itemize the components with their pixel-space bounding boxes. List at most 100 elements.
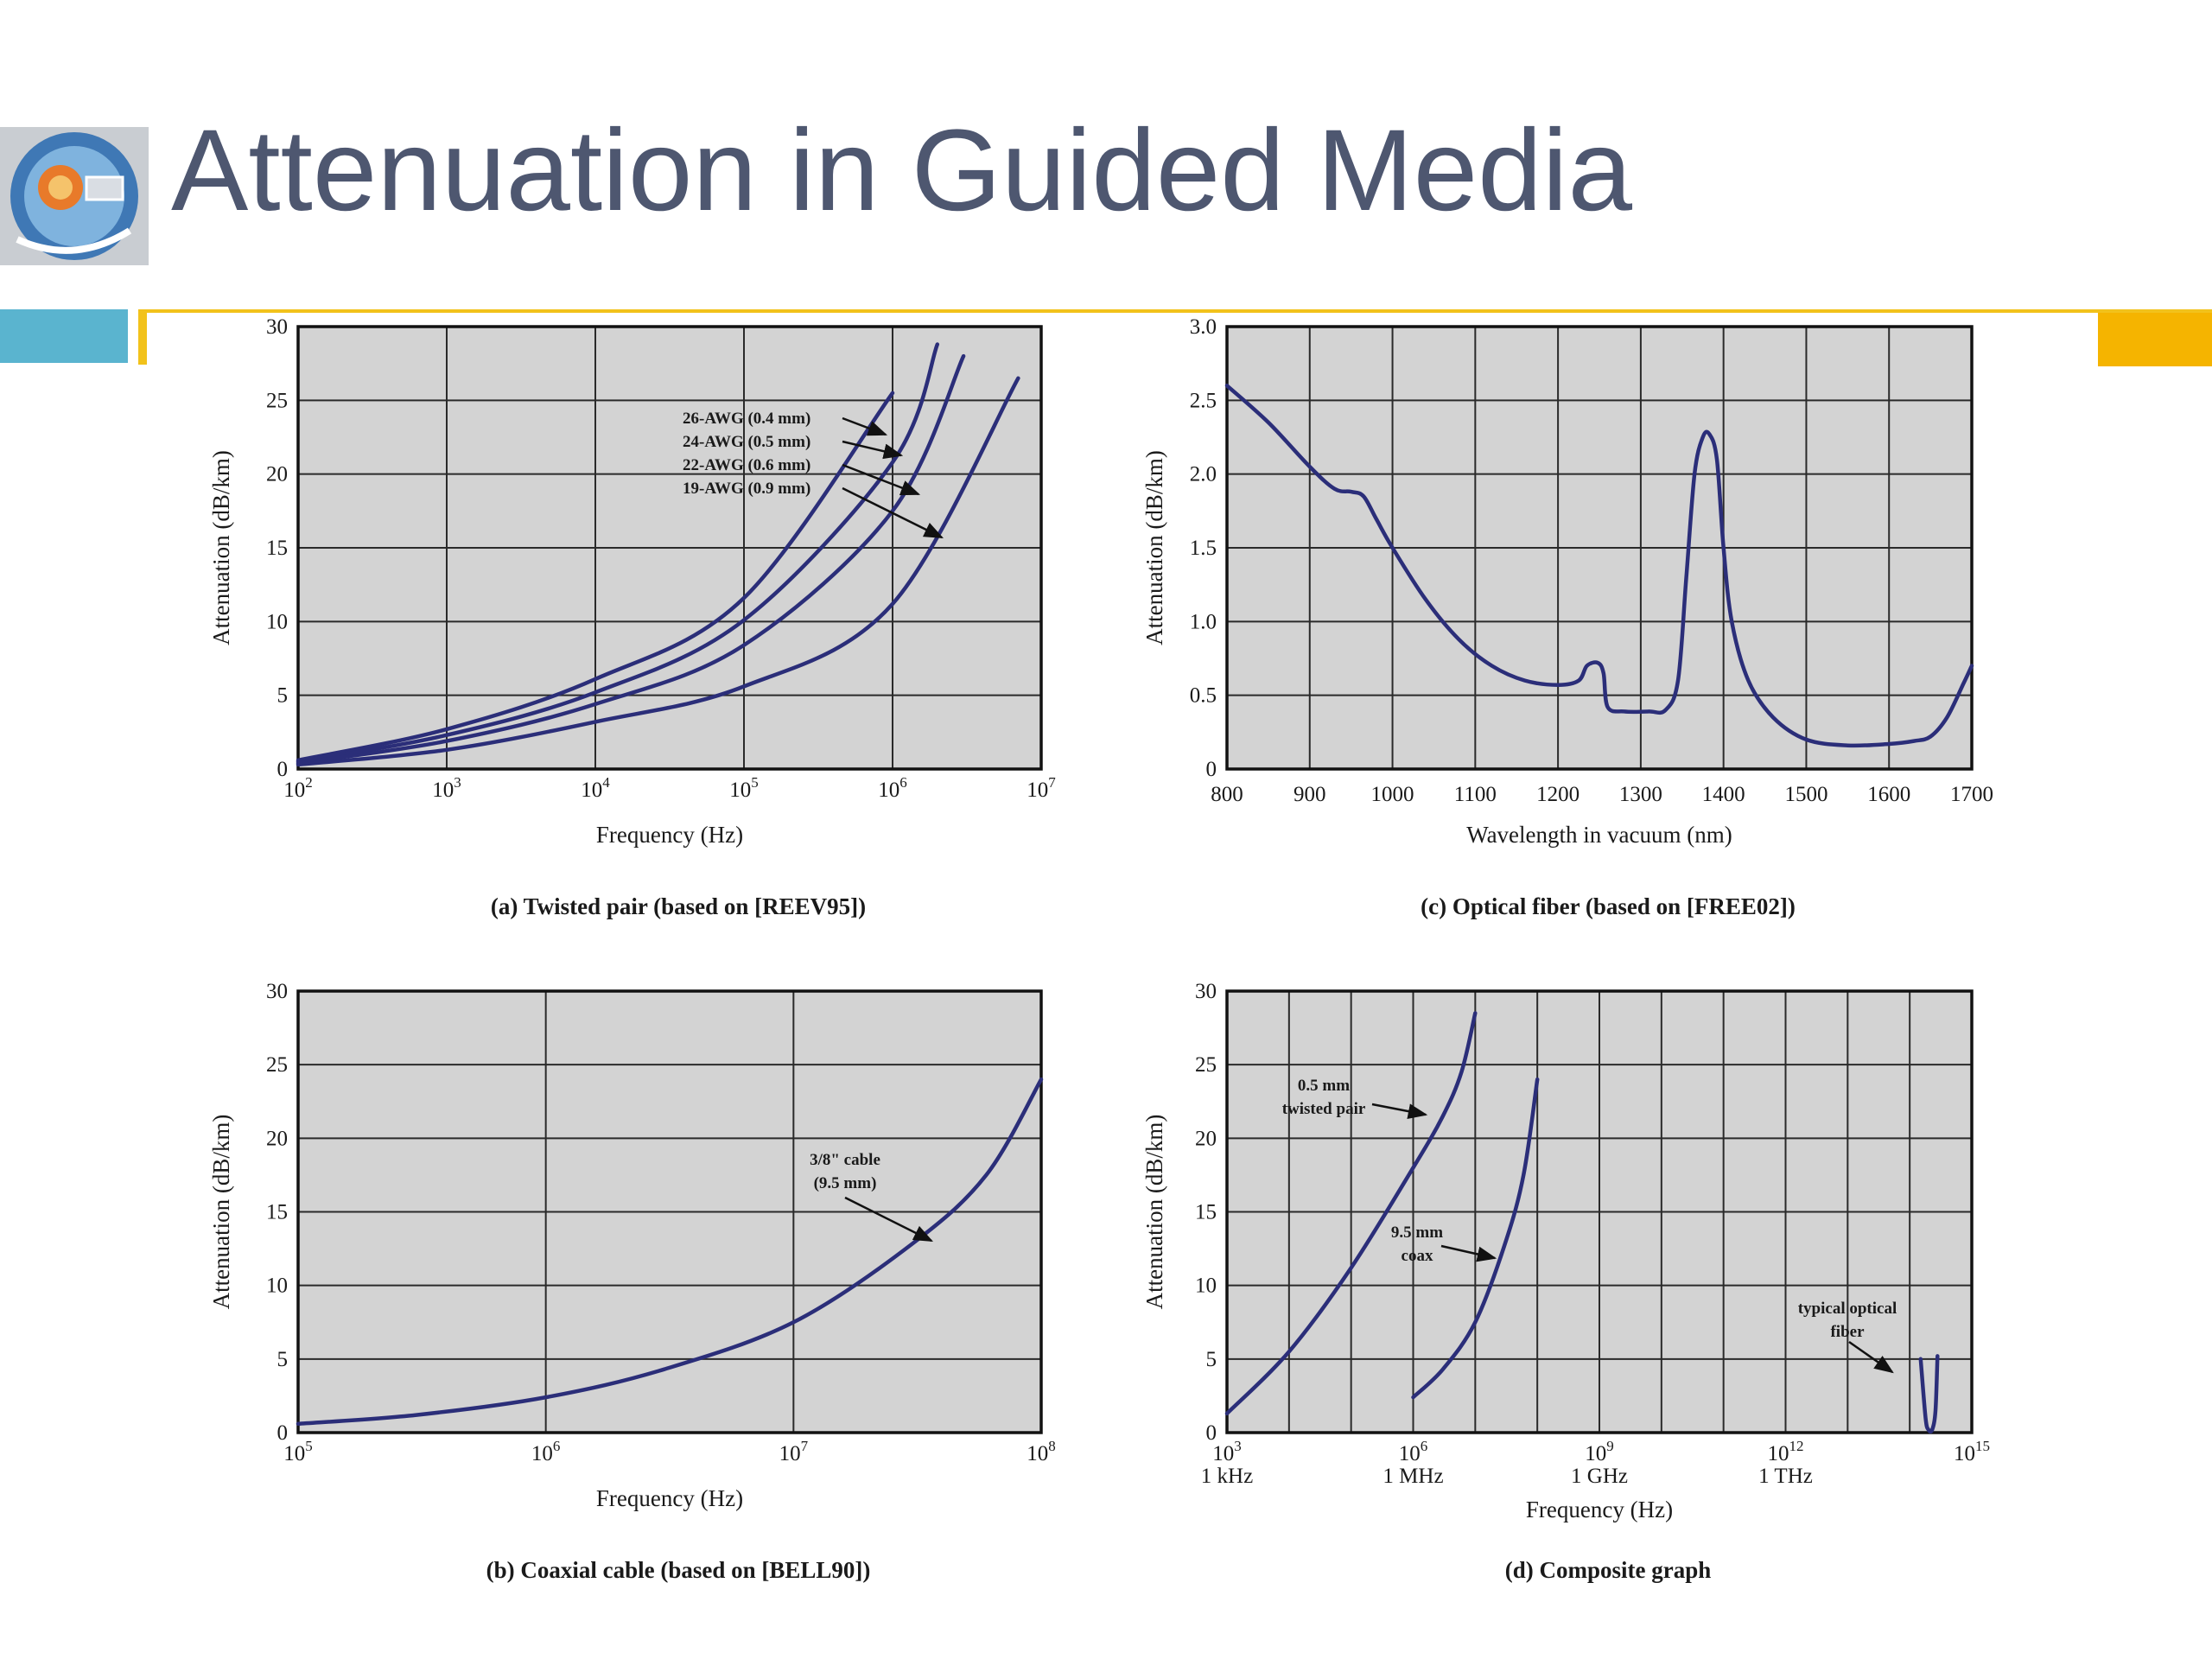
- y-axis-label: Attenuation (dB/km): [208, 450, 234, 645]
- x-axis-label: Frequency (Hz): [596, 822, 743, 848]
- series-line: [1224, 384, 1974, 748]
- series-line: [296, 376, 1020, 767]
- y-tick-label: 15: [266, 1201, 288, 1224]
- chart-caption: (b) Coaxial cable (based on [BELL90]): [486, 1557, 871, 1583]
- annotation-26awg: 26-AWG (0.4 mm): [683, 410, 810, 428]
- x-tick-label: 105: [729, 774, 759, 802]
- y-tick-label: 20: [1195, 1127, 1217, 1150]
- y-axis-label: Attenuation (dB/km): [1141, 1115, 1167, 1310]
- y-tick-label: 30: [1195, 980, 1217, 1003]
- chart-caption: (a) Twisted pair (based on [REEV95]): [491, 893, 866, 919]
- x-tick-label: 1700: [1950, 783, 1993, 806]
- y-tick-label: 1.5: [1190, 537, 1217, 560]
- x-tick-label: 1600: [1867, 783, 1910, 806]
- annotation-24awg: 24-AWG (0.5 mm): [683, 433, 810, 451]
- annotation-coax-label-d: coax: [1402, 1247, 1433, 1265]
- chart-a-annotations: 26-AWG (0.4 mm) 24-AWG (0.5 mm) 22-AWG (…: [683, 410, 944, 539]
- annotation-tp-size: 0.5 mm: [1298, 1077, 1350, 1095]
- right-gold-tab: [2098, 313, 2212, 366]
- x-tick-label: 106: [878, 774, 907, 802]
- x-tick-sublabel: 1 kHz: [1201, 1465, 1253, 1488]
- plot-border: [296, 989, 1043, 1434]
- left-accent-bar: [0, 309, 128, 363]
- y-tick-label: 10: [266, 1274, 288, 1298]
- x-tick-sublabel: 1 THz: [1758, 1465, 1813, 1488]
- plot-border: [1225, 989, 1974, 1434]
- x-tick-label: 104: [581, 774, 610, 802]
- annotation-coax-size: (9.5 mm): [814, 1174, 877, 1192]
- series-line: [1411, 1077, 1540, 1400]
- y-axis-label: Attenuation (dB/km): [208, 1115, 234, 1310]
- arrow-19awg: [842, 486, 944, 539]
- slide-title: Attenuation in Guided Media: [171, 106, 1633, 235]
- y-tick-label: 25: [266, 389, 288, 412]
- x-tick-label: 1300: [1619, 783, 1662, 806]
- y-tick-label: 0: [1206, 1421, 1217, 1445]
- y-tick-label: 25: [1195, 1053, 1217, 1077]
- series-line: [1224, 1011, 1478, 1416]
- x-tick-label: 106: [531, 1438, 561, 1465]
- y-tick-label: 0: [1206, 758, 1217, 781]
- x-tick-label: 1500: [1784, 783, 1827, 806]
- x-tick-label: 1012: [1768, 1438, 1804, 1465]
- y-tick-label: 5: [1206, 1348, 1217, 1371]
- x-tick-sublabel: 1 GHz: [1571, 1465, 1628, 1488]
- y-tick-label: 0: [277, 1421, 289, 1445]
- x-tick-label: 800: [1211, 783, 1243, 806]
- x-tick-label: 109: [1585, 1438, 1614, 1465]
- chart-b-annotations: 3/8" cable (9.5 mm): [810, 1151, 934, 1243]
- annotation-coax-size-d: 9.5 mm: [1391, 1224, 1443, 1242]
- x-tick-label: 108: [1027, 1438, 1056, 1465]
- chart-caption: (d) Composite graph: [1505, 1557, 1712, 1583]
- annotation-22awg: 22-AWG (0.6 mm): [683, 456, 810, 474]
- chart-caption: (c) Optical fiber (based on [FREE02]): [1421, 893, 1796, 919]
- institution-logo-icon: [0, 127, 149, 265]
- plot-border: [296, 325, 1043, 771]
- y-tick-label: 1.0: [1190, 610, 1217, 633]
- arrow-26awg: [842, 416, 888, 436]
- chart-optical-fiber: 0 0.5 1.0 1.5 2.0 2.5 3.0 800 900 1000 1100 1200 130…: [1141, 315, 1993, 919]
- y-tick-label: 15: [266, 537, 288, 560]
- arrow-22awg: [842, 463, 921, 496]
- y-tick-label: 10: [1195, 1274, 1217, 1298]
- annotation-tp-label: twisted pair: [1282, 1100, 1366, 1118]
- y-tick-label: 5: [277, 684, 289, 708]
- arrow-tp: [1371, 1103, 1428, 1119]
- y-tick-label: 25: [266, 1053, 288, 1077]
- y-tick-label: 2.0: [1190, 463, 1217, 486]
- x-axis-label: Frequency (Hz): [1526, 1497, 1673, 1522]
- y-tick-label: 30: [266, 315, 288, 339]
- annotation-coax-cable: 3/8" cable: [810, 1151, 880, 1169]
- y-tick-label: 15: [1195, 1201, 1217, 1224]
- x-tick-label: 1015: [1954, 1438, 1990, 1465]
- x-tick-label: 102: [283, 774, 313, 802]
- y-tick-label: 20: [266, 1127, 288, 1150]
- chart-d-annotations: 0.5 mm twisted pair 9.5 mm coax typical …: [1282, 1077, 1897, 1374]
- chart-coaxial-cable: 0 5 10 15 20 25 30 105 106 107 108 Frequency (Hz) At…: [208, 980, 1056, 1583]
- x-tick-label: 107: [1027, 774, 1056, 802]
- y-tick-label: 0.5: [1190, 684, 1217, 708]
- annotation-19awg: 19-AWG (0.9 mm): [683, 480, 810, 498]
- y-tick-label: 5: [277, 1348, 289, 1371]
- x-axis-label: Wavelength in vacuum (nm): [1466, 822, 1732, 848]
- x-tick-label: 1400: [1702, 783, 1745, 806]
- chart-twisted-pair: 0 5 10 15 20 25 30 102 103 104 105 106 107 Frequency …: [208, 315, 1056, 919]
- series-line: [296, 1077, 1044, 1427]
- left-gold-tab: [138, 311, 147, 365]
- x-tick-sublabel: 1 MHz: [1382, 1465, 1443, 1488]
- plot-border: [1225, 325, 1974, 771]
- series-line: [1918, 1354, 1940, 1434]
- annotation-fiber-2: fiber: [1830, 1323, 1865, 1341]
- x-tick-label: 900: [1294, 783, 1326, 806]
- arrow-24awg: [842, 440, 904, 460]
- y-tick-label: 3.0: [1190, 315, 1217, 339]
- x-axis-label: Frequency (Hz): [596, 1485, 743, 1511]
- x-tick-label: 106: [1399, 1438, 1428, 1465]
- y-tick-label: 0: [277, 758, 289, 781]
- arrow-fiber: [1848, 1340, 1894, 1374]
- y-tick-label: 20: [266, 463, 288, 486]
- y-tick-label: 10: [266, 610, 288, 633]
- y-axis-label: Attenuation (dB/km): [1141, 450, 1167, 645]
